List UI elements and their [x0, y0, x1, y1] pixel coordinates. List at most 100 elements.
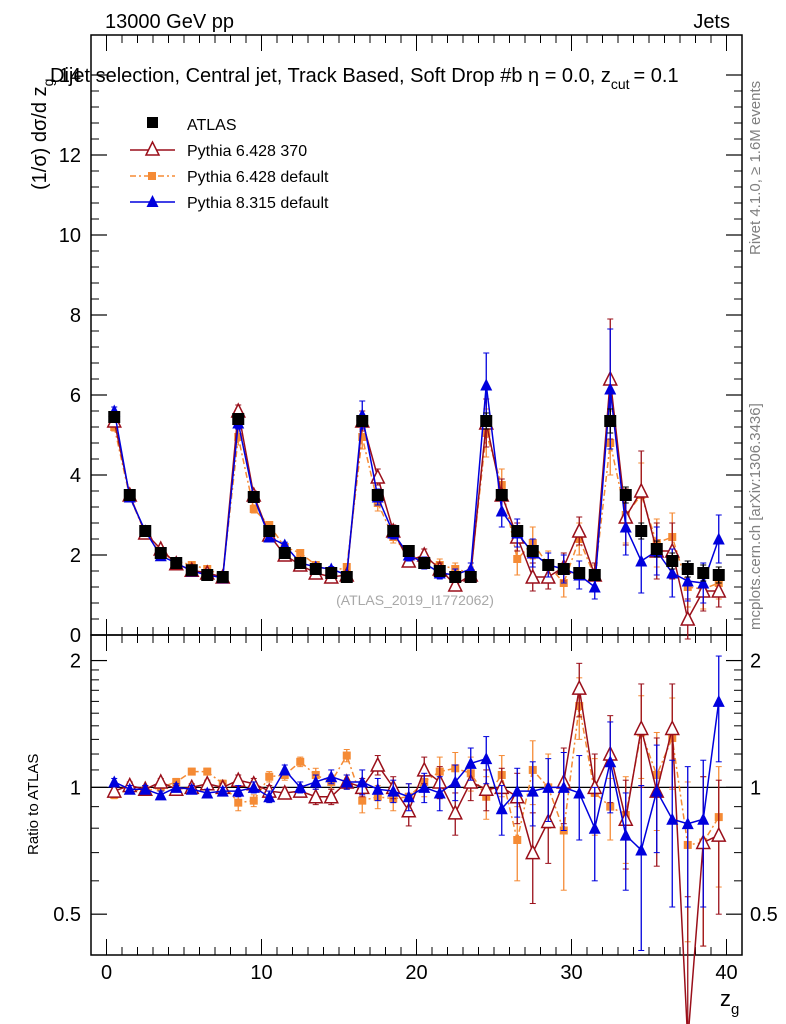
ratio-point-pythia-6-428-370	[277, 784, 293, 800]
ratio-point-pythia-6-428-370	[633, 719, 649, 736]
ratio-point-pythia-8-315-default	[480, 752, 493, 765]
ratio-point-pythia-8-315-default	[619, 828, 632, 841]
main-point-atlas	[588, 569, 601, 581]
ratio-point-pythia-6-428-370	[478, 780, 494, 796]
main-point-atlas	[557, 563, 570, 575]
ratio-point-pythia-6-428-370	[525, 843, 541, 860]
main-point-atlas	[712, 569, 725, 581]
ratio-series-layer	[106, 655, 727, 1024]
mcplots-label: mcplots.cern.ch [arXiv:1306.3436]	[747, 403, 764, 630]
ratio-point-pythia-8-315-default	[309, 775, 322, 788]
main-ytick-label: 10	[59, 225, 81, 247]
ratio-point-pythia-8-315-default	[325, 770, 338, 783]
ratio-point-pythia-6-428-370	[153, 773, 169, 789]
ratio-point-pythia-8-315-default	[526, 784, 539, 797]
main-point-pythia-8-315-default	[681, 574, 694, 587]
main-line-pythia-8-315-default	[113, 384, 720, 589]
legend-label-py6-370: Pythia 6.428 370	[187, 143, 307, 160]
main-point-atlas	[573, 567, 586, 579]
legend-marker-atlas	[147, 117, 158, 128]
ratio-ytick-label: 0.5	[53, 904, 81, 926]
ratio-point-pythia-8-315-default	[340, 775, 353, 788]
x-tick-label: 10	[250, 962, 272, 984]
main-point-pythia-6-428-default	[296, 549, 305, 557]
ratio-point-pythia-6-428-default	[358, 796, 367, 805]
x-tick-label: 0	[101, 962, 112, 984]
ratio-point-pythia-6-428-370	[711, 826, 727, 842]
main-point-pythia-6-428-default	[513, 555, 522, 563]
ratio-ylabel: Ratio to ATLAS	[25, 754, 42, 855]
main-point-atlas	[139, 525, 152, 537]
legend-marker-py6-370	[144, 140, 161, 156]
main-line-pythia-6-428-370	[113, 378, 719, 622]
ratio-point-pythia-8-315-default	[356, 775, 369, 788]
ratio-point-pythia-8-315-default	[154, 788, 167, 801]
main-ylabel-sub: g	[40, 79, 56, 87]
main-series-atlas	[108, 408, 725, 584]
ratio-point-pythia-6-428-370	[571, 679, 587, 695]
main-series-layer	[106, 318, 727, 640]
x-tick-label: 20	[405, 962, 427, 984]
main-ytick-label: 12	[59, 145, 81, 167]
ratio-point-pythia-6-428-default	[187, 767, 196, 776]
x-axis-label-text: z	[720, 986, 731, 1011]
x-axis-label: zg	[720, 986, 739, 1018]
ratio-point-pythia-8-315-default	[294, 780, 307, 793]
plot-title-sub: cut	[611, 76, 630, 92]
main-point-pythia-8-315-default	[666, 566, 679, 579]
main-point-atlas	[216, 571, 229, 583]
main-point-pythia-6-428-370	[447, 576, 463, 592]
ratio-point-pythia-6-428-default	[342, 751, 351, 760]
main-point-atlas	[371, 489, 384, 501]
main-point-atlas	[294, 557, 307, 569]
ratio-point-pythia-8-315-default	[557, 780, 570, 793]
ratio-point-pythia-6-428-370	[230, 771, 246, 787]
ratio-point-pythia-6-428-370	[308, 788, 324, 804]
ratio-point-pythia-6-428-370	[323, 788, 339, 804]
x-tick-label: 30	[560, 962, 582, 984]
ratio-axis-ticks: 0.5 0.51 12 20 10 20 30 40	[53, 635, 778, 984]
ratio-point-pythia-8-315-default	[402, 790, 415, 803]
main-point-atlas	[108, 411, 121, 423]
main-point-atlas	[402, 545, 415, 557]
main-point-pythia-8-315-default	[480, 378, 493, 391]
main-ytick-label: 0	[70, 625, 81, 647]
ratio-point-pythia-6-428-370	[106, 782, 122, 798]
analysis-watermark: (ATLAS_2019_I1772062)	[336, 592, 494, 608]
main-point-pythia-6-428-default	[249, 505, 258, 513]
ratio-point-pythia-8-315-default	[588, 821, 601, 834]
main-point-pythia-6-428-default	[234, 433, 243, 441]
ratio-point-pythia-8-315-default	[216, 784, 229, 797]
ratio-point-pythia-8-315-default	[712, 694, 725, 707]
main-ylabel: (1/σ) dσ/d zg	[29, 79, 56, 190]
main-point-pythia-6-428-default	[358, 433, 367, 441]
energy-label: 13000 GeV pp	[105, 11, 234, 33]
main-point-atlas	[449, 571, 462, 583]
main-ylabel-text: (1/σ) dσ/d z	[29, 86, 51, 190]
ratio-point-pythia-8-315-default	[650, 784, 663, 797]
ratio-point-pythia-6-428-default	[513, 836, 522, 845]
main-point-atlas	[263, 525, 276, 537]
ratio-point-pythia-8-315-default	[681, 817, 694, 830]
ratio-point-pythia-6-428-default	[234, 798, 243, 807]
main-point-atlas	[340, 571, 353, 583]
main-point-atlas	[650, 543, 663, 555]
x-tick-label: 40	[715, 962, 737, 984]
main-point-pythia-8-315-default	[495, 504, 508, 517]
main-series-pythia-8-315-default	[108, 328, 725, 604]
main-point-pythia-8-315-default	[712, 532, 725, 545]
main-point-atlas	[154, 547, 167, 559]
main-point-atlas	[681, 563, 694, 575]
main-point-atlas	[433, 565, 446, 577]
ratio-point-pythia-8-315-default	[247, 780, 260, 793]
main-ytick-label: 14	[59, 65, 81, 87]
plot-title: Dijet selection, Central jet, Track Base…	[50, 65, 679, 92]
ratio-point-pythia-8-315-default	[573, 786, 586, 799]
main-point-atlas	[170, 557, 183, 569]
main-point-atlas	[511, 525, 524, 537]
ratio-point-pythia-8-315-default	[232, 784, 245, 797]
ratio-line-pythia-6-428-370	[113, 688, 720, 1024]
main-point-pythia-6-428-370	[633, 482, 649, 498]
main-series-pythia-6-428-370	[106, 318, 727, 640]
category-label: Jets	[693, 11, 730, 33]
